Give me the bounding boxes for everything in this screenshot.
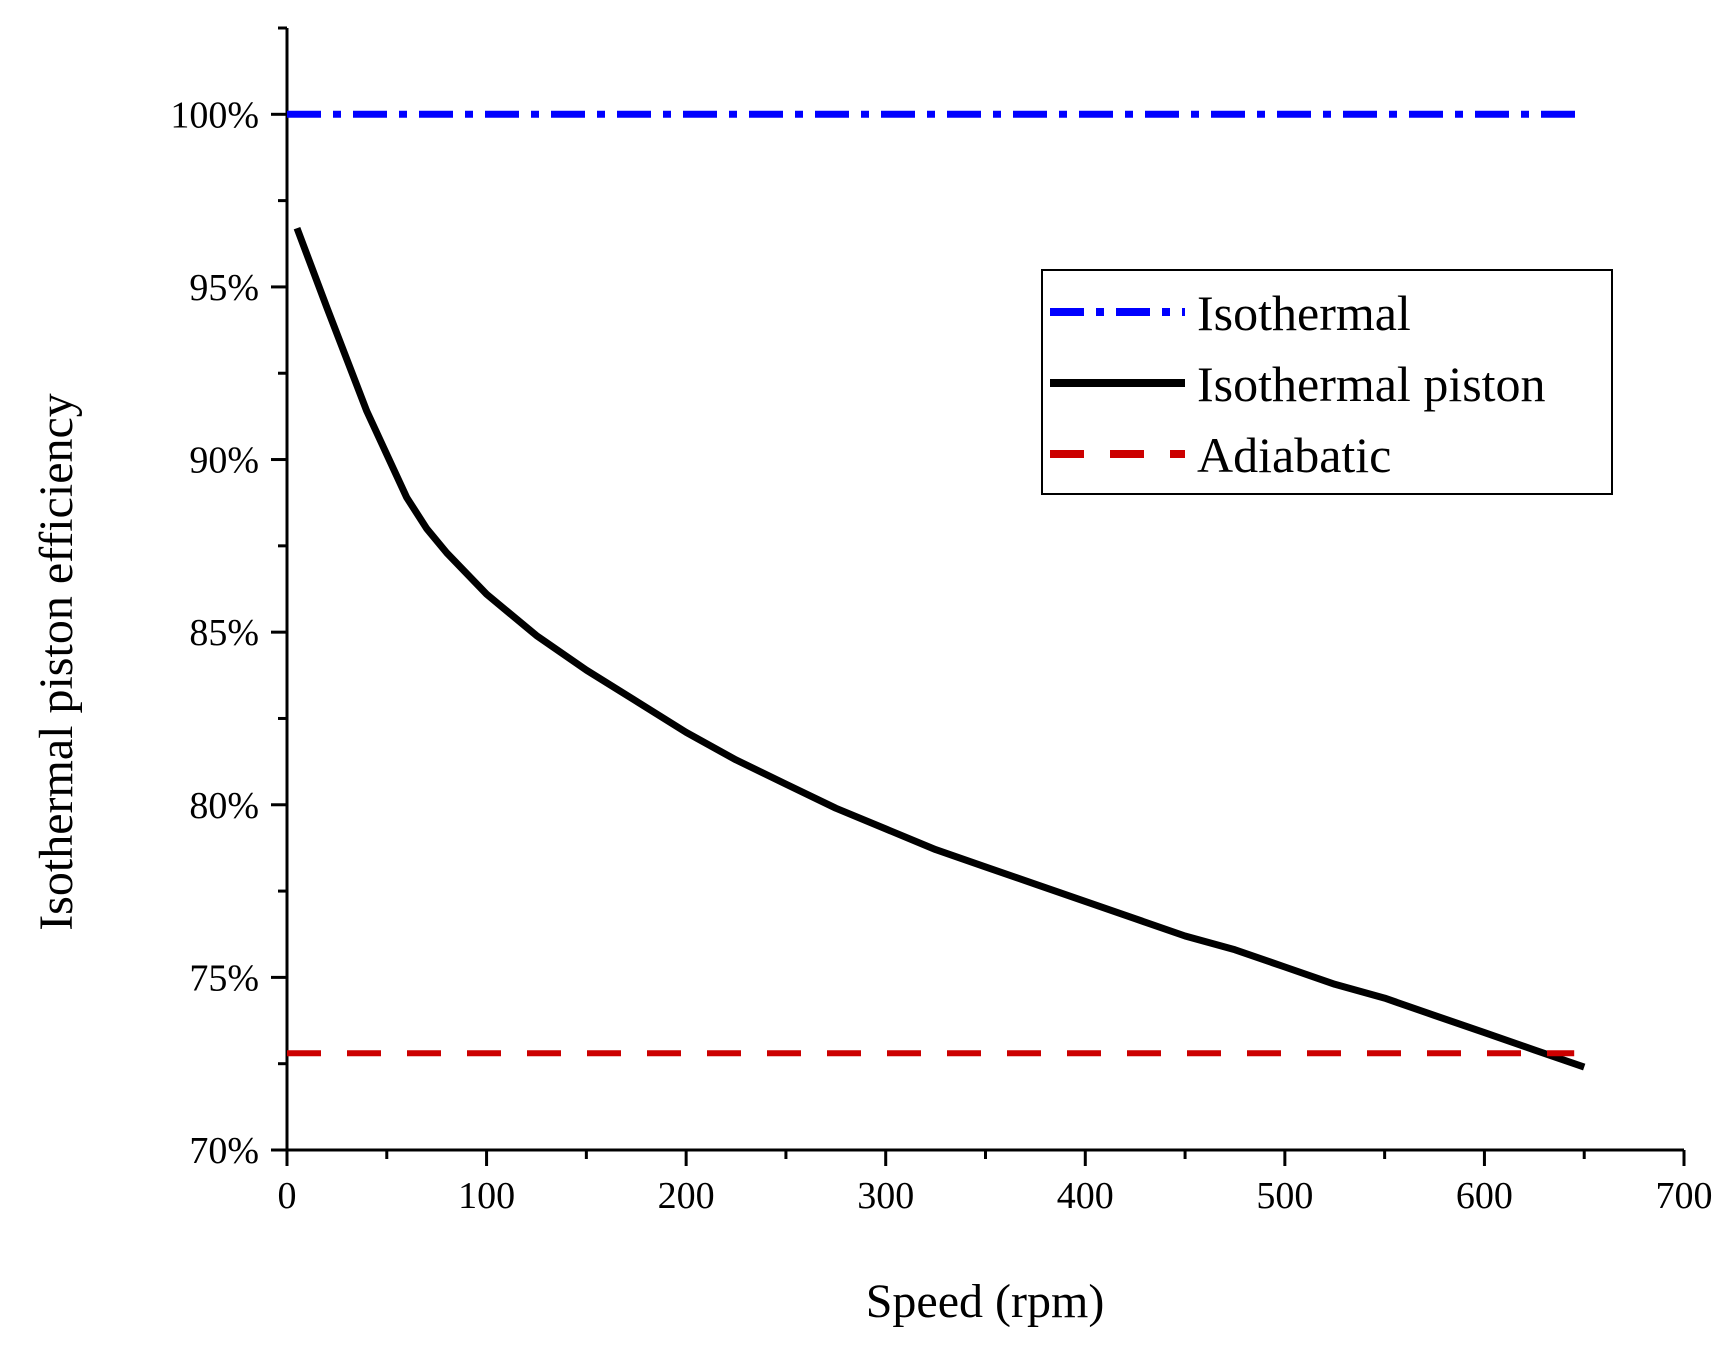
x-tick-label: 400 bbox=[1057, 1175, 1114, 1217]
legend-label-adiabatic: Adiabatic bbox=[1197, 427, 1391, 483]
y-axis-title: Isothermal piston efficiency bbox=[30, 393, 83, 931]
y-tick-label: 85% bbox=[189, 612, 259, 654]
x-tick-label: 700 bbox=[1656, 1175, 1713, 1217]
legend-label-isothermal: Isothermal bbox=[1197, 285, 1411, 341]
axes: 0 100 200 300 400 500 600 700 70% 75% 80% 85% 90% 95%… bbox=[170, 26, 1713, 1217]
x-tick-label: 200 bbox=[658, 1175, 715, 1217]
x-tick-label: 0 bbox=[278, 1175, 297, 1217]
legend: Isothermal Isothermal piston Adiabatic bbox=[1041, 269, 1613, 495]
x-tick-label: 500 bbox=[1256, 1175, 1313, 1217]
x-axis-title: Speed (rpm) bbox=[866, 1275, 1105, 1328]
legend-label-isothermal-piston: Isothermal piston bbox=[1197, 356, 1546, 412]
series-line-isothermal-piston bbox=[293, 226, 1586, 1071]
x-tick-label: 100 bbox=[458, 1175, 515, 1217]
x-tick-label: 600 bbox=[1456, 1175, 1513, 1217]
y-tick-label: 95% bbox=[189, 267, 259, 309]
y-tick-label: 90% bbox=[189, 440, 259, 482]
y-tick-label: 100% bbox=[170, 94, 259, 136]
x-tick-label: 300 bbox=[857, 1175, 914, 1217]
plot-series bbox=[287, 110, 1586, 1071]
y-tick-label: 70% bbox=[189, 1130, 259, 1172]
y-tick-label: 75% bbox=[189, 957, 259, 999]
y-tick-label: 80% bbox=[189, 785, 259, 827]
